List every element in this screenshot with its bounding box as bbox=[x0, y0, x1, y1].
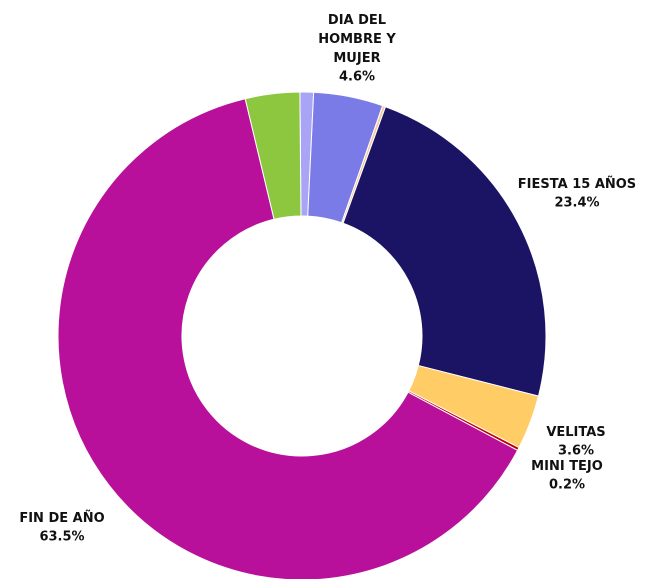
slice-label: VELITAS bbox=[546, 425, 605, 440]
slice-label: FIESTA 15 AÑOS bbox=[518, 176, 636, 192]
slice-value-label: 23.4% bbox=[554, 196, 599, 211]
slice-value-label: 63.5% bbox=[39, 530, 84, 545]
slice-value-label: 3.6% bbox=[558, 444, 594, 459]
donut-slice bbox=[57, 98, 519, 579]
slice-value-label: 0.2% bbox=[549, 478, 585, 493]
slice-value-label: 4.6% bbox=[339, 70, 375, 85]
slice-label: DIA DEL HOMBRE Y MUJER bbox=[318, 13, 396, 66]
donut-slice bbox=[244, 91, 302, 220]
donut-slice bbox=[342, 106, 547, 397]
slice-label: FIN DE AÑO bbox=[19, 510, 104, 526]
slice-label: MINI TEJO bbox=[531, 459, 603, 474]
